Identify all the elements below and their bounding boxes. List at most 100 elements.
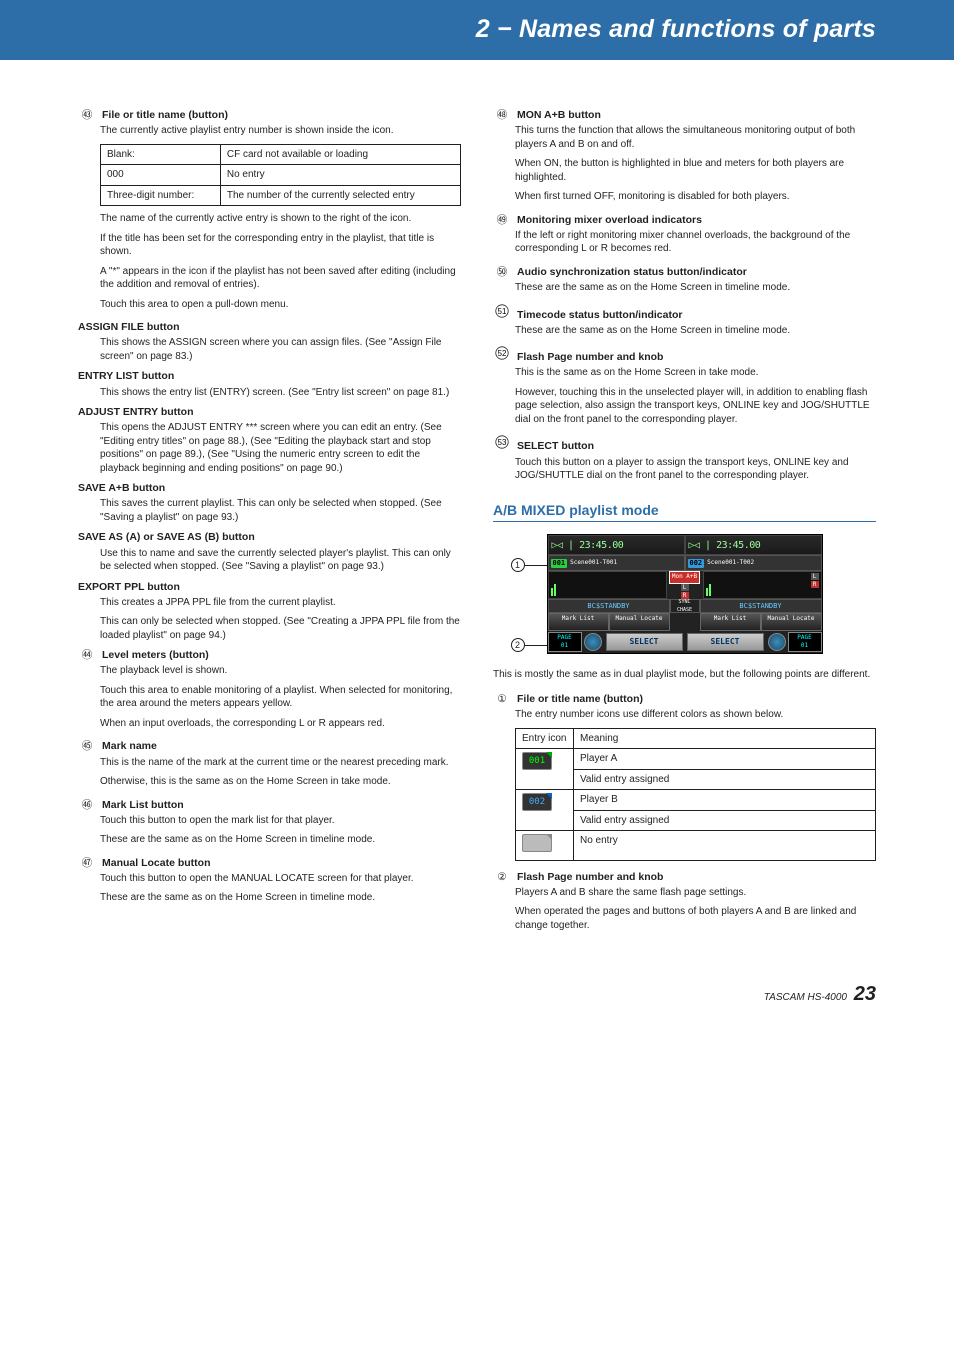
item-para: If the title has been set for the corres… [100,232,461,259]
select-button-b: SELECT [687,633,764,651]
item-para: The entry number icons use different col… [515,708,876,722]
r-indicator: R [681,592,689,599]
item-para: The currently active playlist entry numb… [100,124,461,138]
item-para: This creates a JPPA PPL file from the cu… [100,596,461,610]
section-heading: A/B MIXED playlist mode [493,501,876,523]
manual-locate-b: Manual Locate [761,613,822,631]
item-para: Players A and B share the same flash pag… [515,886,876,900]
entry-icon-gray [522,834,552,852]
entry-badge-b: 002 [688,559,705,568]
item-para: When operated the pages and buttons of b… [515,905,876,932]
chapter-header: 2 − Names and functions of parts [0,0,954,60]
page-knob-a [584,633,602,651]
item-para: When first turned OFF, monitoring is dis… [515,190,876,204]
item-50: ㊿ Audio synchronization status button/in… [493,265,876,295]
item-heading: SELECT button [517,439,594,453]
item-para: The playback level is shown. [100,664,461,678]
mark-list-a: Mark List [548,613,609,631]
item-52: 52 Flash Page number and knob This is th… [493,346,876,426]
entry-tab-b: 002 Scene001-T002 [685,555,822,571]
item-49: ㊾ Monitoring mixer overload indicators I… [493,213,876,256]
item-number: ㊼ [78,856,96,870]
item-47: ㊼ Manual Locate button Touch this button… [78,856,461,905]
right-column: ㊽ MON A+B button This turns the function… [493,108,876,941]
footer-page-number: 23 [854,983,876,1005]
item-heading: Audio synchronization status button/indi… [517,265,747,279]
sub-heading: EXPORT PPL button [78,580,461,594]
item-number: ㊾ [493,213,511,227]
page-indicator-a: PAGE01 [548,632,582,652]
item-heading: Timecode status button/indicator [517,308,683,322]
sub-heading: SAVE A+B button [78,481,461,495]
item-para: This shows the ASSIGN screen where you c… [100,336,461,363]
item-heading: Manual Locate button [102,856,211,870]
entry-tab-a: 001 Scene001-T001 [548,555,685,571]
timecode-b: ▷◁ | 23:45.00 [685,535,822,555]
item-number: 53 [493,435,511,453]
entry-icon-green: 001 [522,752,552,770]
footer-brand: TASCAM HS-4000 [764,992,847,1003]
item-para: These are the same as on the Home Screen… [100,833,461,847]
table-cell: Valid entry assigned [574,769,876,790]
item-para: When an input overloads, the correspondi… [100,717,461,731]
sub-heading: ENTRY LIST button [78,369,461,383]
item-para: Touch this button to open the mark list … [100,814,461,828]
item-heading: Flash Page number and knob [517,870,663,884]
item-number: ㊻ [78,798,96,812]
item-46: ㊻ Mark List button Touch this button to … [78,798,461,847]
item-para: This saves the current playlist. This ca… [100,497,461,524]
left-column: ㊸ File or title name (button) The curren… [78,108,461,941]
table-cell: Valid entry assigned [574,810,876,831]
ab-item-2: ② Flash Page number and knob Players A a… [493,870,876,933]
item-para: This can only be selected when stopped. … [100,615,461,642]
svg-text:53: 53 [498,438,507,447]
callout-line [525,645,549,646]
entry-icon-cell [516,831,574,861]
entry-icon-cell: 002 [516,790,574,831]
page-indicator-b: PAGE01 [788,632,822,652]
sub-heading: SAVE AS (A) or SAVE AS (B) button [78,530,461,544]
item-para: If the left or right monitoring mixer ch… [515,229,876,256]
entry-name-b: Scene001-T002 [707,559,754,567]
item-number: ① [493,692,511,706]
ab-mode-figure: 1 2 ▷◁ | 23:45.00 ▷◁ | 23:45.00 001 Scen… [493,534,876,654]
item-45: ㊺ Mark name This is the name of the mark… [78,739,461,788]
ab-item-1: ① File or title name (button) The entry … [493,692,876,861]
item-heading: Mark name [102,739,157,753]
item-number: ㊹ [78,648,96,662]
timecode-a: ▷◁ | 23:45.00 [548,535,685,555]
item-para: This opens the ADJUST ENTRY *** screen w… [100,421,461,475]
item-heading: File or title name (button) [102,108,228,122]
r-indicator: R [811,581,819,588]
table-cell: Player A [574,749,876,770]
table-cell: The number of the currently selected ent… [220,185,460,206]
item-51: 51 Timecode status button/indicator Thes… [493,304,876,338]
page-footer: TASCAM HS-4000 23 [0,971,954,1038]
item-para: A "*" appears in the icon if the playlis… [100,265,461,292]
table-cell: Player B [574,790,876,811]
l-indicator: L [811,573,819,580]
item-number: ㊺ [78,739,96,753]
callout-2: 2 [511,638,525,652]
table-cell: No entry [220,165,460,186]
sub-heading: ASSIGN FILE button [78,320,461,334]
item-para: When ON, the button is highlighted in bl… [515,157,876,184]
item-number: 52 [493,346,511,364]
svg-text:52: 52 [498,349,507,358]
item-para: Use this to name and save the currently … [100,547,461,574]
mon-ab: Mon A+B LR [667,571,703,599]
item-para: This is the name of the mark at the curr… [100,756,461,770]
table-cell: CF card not available or loading [220,144,460,165]
meter-b: LR [703,571,822,599]
item-heading: Level meters (button) [102,648,209,662]
item-para: Touch this area to enable monitoring of … [100,684,461,711]
entry-name-a: Scene001-T001 [570,559,617,567]
callout-1: 1 [511,558,525,572]
item-heading: MON A+B button [517,108,601,122]
item-number: ㊿ [493,265,511,279]
entry-icon-blue: 002 [522,793,552,811]
table-cell: Three-digit number: [101,185,221,206]
item-para: These are the same as on the Home Screen… [100,891,461,905]
item-number: 51 [493,304,511,322]
icon-status-table: Blank: CF card not available or loading … [100,144,461,207]
